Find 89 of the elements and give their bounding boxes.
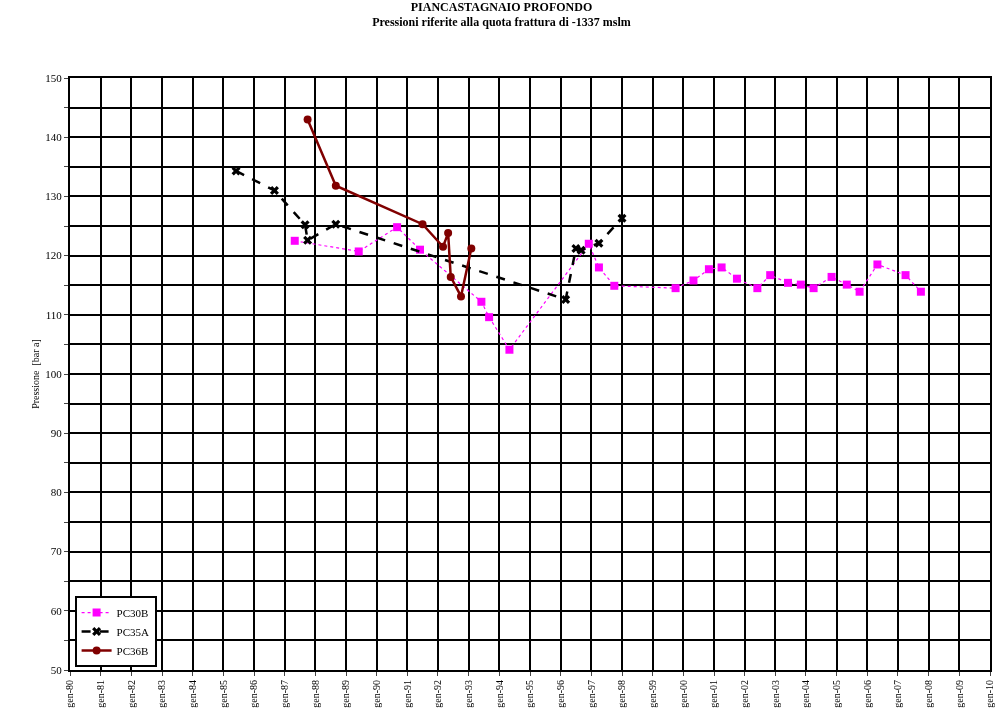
point	[809, 284, 818, 293]
point	[446, 272, 455, 281]
y-tick-label: 80	[50, 486, 63, 499]
point	[354, 247, 363, 256]
y-tick-label: 110	[45, 308, 63, 321]
x-tick-label: gen-89	[340, 680, 352, 708]
point	[303, 115, 312, 124]
point	[610, 281, 619, 290]
point	[561, 294, 571, 304]
point	[594, 263, 603, 272]
point	[290, 236, 299, 245]
x-tick-label: gen-04	[800, 680, 812, 708]
y-tick-label: 50	[50, 663, 63, 676]
y-tick-label: 60	[50, 604, 63, 617]
x-tick-label: gen-80	[64, 680, 76, 708]
y-tick-label: 90	[50, 427, 63, 440]
point	[418, 220, 427, 229]
x-tick-label: gen-84	[186, 680, 198, 708]
point	[916, 287, 925, 296]
y-tick-label: 130	[45, 190, 63, 203]
point	[704, 265, 713, 274]
x-tick-label: gen-91	[401, 680, 413, 708]
point	[784, 278, 792, 287]
point	[689, 276, 698, 285]
point	[444, 229, 453, 238]
y-tick-label: 70	[50, 545, 63, 558]
x-tick-label: gen-95	[524, 680, 536, 708]
point	[584, 239, 593, 248]
point	[505, 345, 514, 354]
y-axis-title: Pressione [bar a]	[30, 339, 41, 409]
x-tick-label: gen-92	[432, 680, 444, 708]
y-tick-label: 150	[45, 71, 63, 84]
point	[753, 284, 762, 293]
x-tick-label: gen-83	[156, 680, 168, 708]
point	[269, 185, 279, 195]
point	[477, 297, 486, 306]
legend-label: PC35A	[116, 625, 150, 638]
x-tick-label: gen-06	[861, 680, 873, 708]
x-tick-label: gen-81	[94, 680, 106, 708]
point	[873, 260, 882, 269]
x-tick-label: gen-09	[953, 680, 965, 708]
x-tick-label: gen-97	[585, 680, 597, 708]
point	[617, 213, 627, 223]
point	[827, 272, 836, 281]
chart-title: PIANCASTAGNAIO PROFONDO	[410, 0, 593, 14]
point	[300, 220, 310, 230]
x-tick-label: gen-87	[278, 680, 290, 708]
y-tick-label: 120	[45, 249, 63, 262]
x-tick-label: gen-85	[217, 680, 229, 708]
x-tick-label: gen-10	[984, 680, 996, 708]
x-tick-label: gen-82	[125, 680, 137, 708]
x-tick-label: gen-86	[248, 680, 260, 708]
y-tick-label: 100	[45, 367, 63, 380]
x-tick-label: gen-96	[554, 680, 566, 708]
point	[901, 271, 910, 280]
point	[439, 242, 448, 251]
x-tick-label: gen-99	[646, 680, 658, 708]
x-tick-label: gen-94	[493, 680, 505, 708]
point	[671, 284, 680, 293]
point	[467, 244, 476, 253]
point	[717, 263, 726, 272]
x-tick-label: gen-03	[769, 680, 781, 708]
point	[842, 280, 851, 289]
point	[732, 274, 741, 283]
x-tick-label: gen-01	[708, 680, 720, 708]
point	[594, 238, 604, 248]
point	[331, 181, 340, 190]
x-tick-label: gen-02	[738, 680, 750, 708]
x-tick-label: gen-00	[677, 680, 689, 708]
point	[766, 271, 775, 280]
x-tick-label: gen-90	[370, 680, 382, 708]
chart-subtitle: Pressioni riferite alla quota frattura di -1337 mslm	[372, 15, 631, 30]
legend-label: PC30B	[116, 606, 149, 619]
point	[485, 313, 494, 322]
x-tick-label: gen-05	[830, 680, 842, 708]
x-tick-label: gen-98	[616, 680, 628, 708]
point	[456, 292, 465, 301]
legend-label: PC36B	[116, 644, 149, 657]
point	[855, 287, 864, 296]
point	[393, 223, 402, 232]
point	[331, 219, 341, 229]
x-tick-label: gen-08	[922, 680, 934, 708]
point	[576, 245, 586, 255]
x-tick-label: gen-07	[892, 680, 904, 708]
x-tick-label: gen-88	[309, 680, 321, 708]
point	[796, 280, 805, 289]
point	[303, 235, 313, 245]
y-tick-label: 140	[45, 131, 63, 144]
x-tick-label: gen-93	[462, 680, 474, 708]
